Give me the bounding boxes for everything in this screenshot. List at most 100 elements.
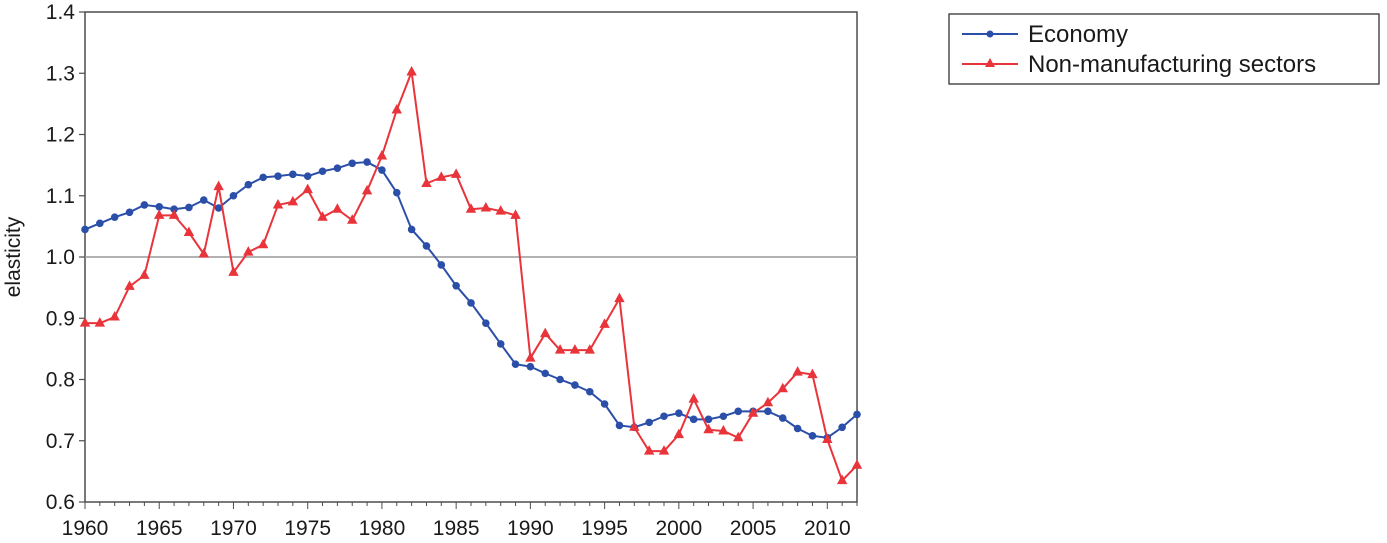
- data-point-economy: [541, 369, 550, 378]
- series-non-manufacturing-sectors: [79, 66, 863, 485]
- data-point-non-manufacturing-sectors: [629, 421, 640, 431]
- data-point-economy: [571, 381, 579, 389]
- data-point-non-manufacturing-sectors: [822, 433, 833, 444]
- data-point-economy: [660, 412, 668, 421]
- data-point-non-manufacturing-sectors: [554, 344, 566, 354]
- data-point-economy: [496, 340, 505, 348]
- data-point-economy: [259, 173, 267, 182]
- data-point-non-manufacturing-sectors: [436, 171, 447, 181]
- x-tick-label: 2005: [730, 517, 777, 540]
- y-tick-label: 0.8: [46, 369, 75, 392]
- data-point-non-manufacturing-sectors: [658, 445, 670, 455]
- y-axis: 0.6 0.7 0.8 0.9 1.0 1.1 1.2 1.3 1.4: [46, 1, 85, 514]
- data-point-economy: [289, 170, 297, 179]
- data-point-economy: [645, 418, 653, 427]
- data-point-non-manufacturing-sectors: [762, 396, 774, 407]
- y-tick-label: 1.2: [46, 124, 75, 147]
- data-point-economy: [199, 196, 208, 204]
- x-tick-label: 1965: [136, 517, 183, 540]
- y-tick-label: 1.3: [46, 62, 75, 85]
- x-tick-label: 1980: [359, 517, 406, 540]
- y-tick-label: 0.9: [46, 307, 75, 330]
- data-point-economy: [853, 410, 861, 419]
- data-point-economy: [96, 219, 104, 228]
- data-point-non-manufacturing-sectors: [332, 203, 343, 213]
- data-point-non-manufacturing-sectors: [480, 202, 492, 212]
- data-point-economy: [793, 424, 802, 433]
- x-tick-label: 2000: [655, 517, 702, 540]
- data-point-non-manufacturing-sectors: [688, 393, 699, 403]
- data-point-economy: [125, 208, 134, 217]
- data-point-economy: [348, 159, 357, 168]
- data-point-economy: [511, 360, 520, 368]
- data-point-economy: [333, 164, 342, 172]
- data-point-non-manufacturing-sectors: [198, 247, 209, 258]
- data-point-non-manufacturing-sectors: [272, 198, 284, 209]
- legend-marker-economy: [986, 30, 994, 38]
- data-point-economy: [526, 362, 535, 371]
- data-point-economy: [140, 201, 149, 209]
- data-point-economy: [392, 188, 401, 197]
- x-tick-label: 1995: [581, 517, 628, 540]
- data-point-economy: [838, 423, 846, 432]
- data-point-non-manufacturing-sectors: [836, 474, 848, 485]
- data-point-economy: [719, 412, 728, 421]
- data-point-economy: [422, 242, 431, 250]
- data-point-non-manufacturing-sectors: [347, 214, 358, 224]
- data-point-non-manufacturing-sectors: [139, 269, 150, 279]
- data-point-non-manufacturing-sectors: [733, 431, 744, 442]
- data-point-non-manufacturing-sectors: [243, 246, 254, 256]
- data-point-non-manufacturing-sectors: [718, 424, 729, 435]
- data-point-non-manufacturing-sectors: [183, 226, 195, 236]
- data-point-non-manufacturing-sectors: [510, 209, 521, 219]
- data-point-non-manufacturing-sectors: [257, 238, 269, 249]
- data-point-non-manufacturing-sectors: [168, 209, 180, 219]
- data-point-non-manufacturing-sectors: [777, 382, 788, 393]
- x-tick-label: 1970: [210, 517, 257, 540]
- legend-label-economy: Economy: [1028, 21, 1128, 48]
- y-tick-label: 0.6: [46, 491, 75, 514]
- y-tick-label: 1.0: [46, 246, 75, 269]
- legend-label-non-manufacturing: Non-manufacturing sectors: [1028, 51, 1316, 78]
- data-point-economy: [110, 213, 119, 221]
- data-point-non-manufacturing-sectors: [287, 195, 299, 206]
- data-point-non-manufacturing-sectors: [376, 149, 388, 160]
- data-point-economy: [185, 203, 193, 212]
- y-axis-title: elasticity: [2, 216, 25, 297]
- data-point-non-manufacturing-sectors: [643, 445, 655, 455]
- data-point-economy: [155, 202, 164, 211]
- series-economy: [81, 158, 861, 442]
- data-point-economy: [764, 407, 772, 416]
- x-tick-label: 1985: [433, 517, 480, 540]
- legend: Economy Non-manufacturing sectors: [948, 13, 1380, 85]
- data-point-non-manufacturing-sectors: [792, 366, 803, 376]
- data-point-economy: [437, 261, 446, 269]
- series-line-non-manufacturing-sectors: [85, 71, 858, 482]
- data-point-economy: [600, 400, 609, 408]
- data-point-non-manufacturing-sectors: [79, 317, 91, 327]
- plot-area: [79, 11, 863, 503]
- legend-frame: [948, 13, 1380, 85]
- data-point-economy: [689, 415, 698, 424]
- data-point-non-manufacturing-sectors: [584, 344, 595, 354]
- data-point-non-manufacturing-sectors: [807, 368, 818, 379]
- data-point-non-manufacturing-sectors: [540, 327, 551, 338]
- data-point-non-manufacturing-sectors: [569, 344, 581, 354]
- data-point-economy: [615, 421, 624, 430]
- data-point-economy: [482, 319, 490, 327]
- x-tick-label: 1960: [62, 517, 109, 540]
- data-point-economy: [229, 191, 238, 200]
- data-point-non-manufacturing-sectors: [406, 66, 417, 76]
- data-point-non-manufacturing-sectors: [703, 423, 714, 434]
- data-point-non-manufacturing-sectors: [124, 280, 135, 290]
- data-point-non-manufacturing-sectors: [421, 177, 432, 187]
- data-point-economy: [585, 387, 594, 396]
- data-point-economy: [318, 167, 327, 176]
- legend-marker-non-manufacturing: [985, 58, 995, 67]
- x-axis: 1960 1965 1970 1975 1980 1985 1990 1995 2000 2005…: [62, 502, 858, 540]
- data-point-non-manufacturing-sectors: [747, 407, 759, 417]
- data-point-economy: [214, 204, 223, 212]
- data-point-economy: [81, 225, 89, 234]
- data-point-non-manufacturing-sectors: [450, 168, 462, 178]
- data-point-economy: [378, 166, 386, 174]
